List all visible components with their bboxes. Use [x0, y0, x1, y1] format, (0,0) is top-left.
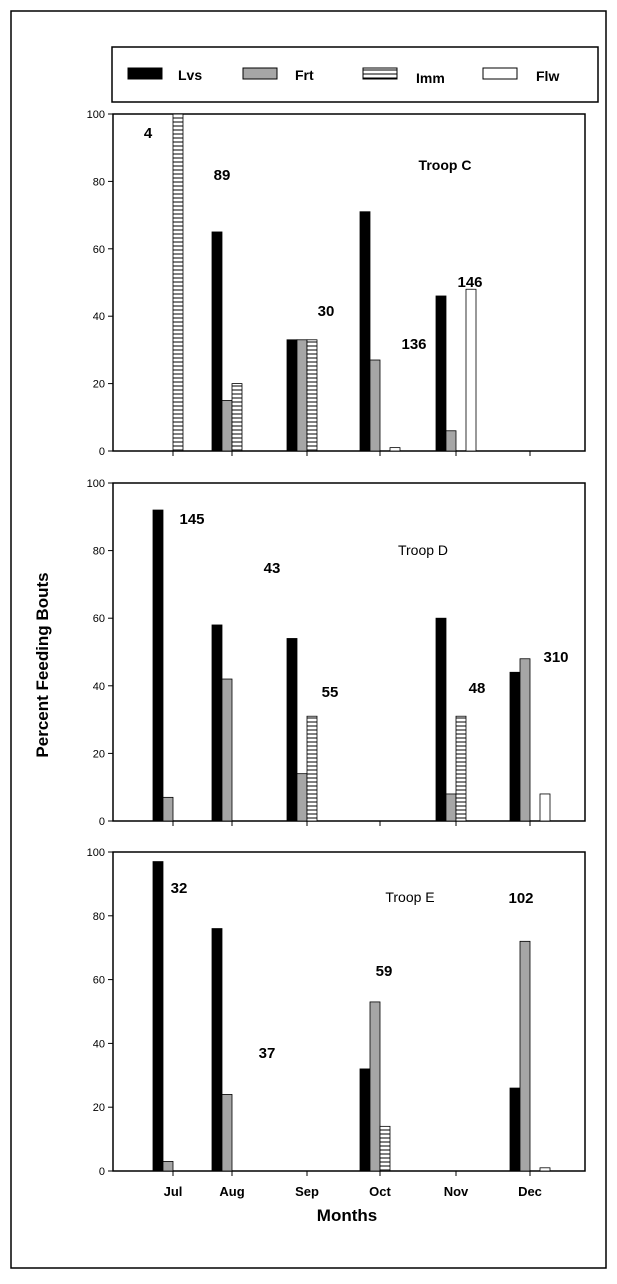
sample-size-label: 43	[264, 560, 281, 577]
outer-frame	[10, 10, 607, 1269]
bar-lvs-jul	[152, 509, 164, 822]
bar-lvs-oct	[359, 1068, 371, 1172]
bar-frt-oct	[369, 359, 381, 452]
bar-lvs-nov	[435, 295, 447, 452]
y-tick-label: 60	[93, 244, 105, 256]
bar-imm-oct	[379, 1125, 391, 1172]
sample-size-label: 146	[457, 274, 482, 291]
bar-frt-oct	[369, 1001, 381, 1172]
sample-size-label: 55	[322, 684, 339, 701]
bar-lvs-dec	[509, 671, 521, 822]
bar-frt-dec	[519, 940, 531, 1172]
panel-title: Troop E	[385, 889, 434, 905]
panel-title: Troop D	[398, 542, 448, 558]
bar-lvs-aug	[211, 928, 223, 1172]
bar-flw-nov	[465, 288, 477, 452]
legend: Lvs Frt Imm Flw	[111, 46, 599, 103]
x-axis-label: Months	[317, 1206, 377, 1225]
y-tick-label: 20	[93, 1102, 105, 1114]
y-tick-label: 60	[93, 613, 105, 625]
bar-frt-sep	[296, 339, 308, 452]
bar-frt-nov	[445, 793, 457, 822]
bar-lvs-dec	[509, 1087, 521, 1172]
y-axis-label: Percent Feeding Bouts	[33, 572, 52, 757]
bar-imm-sep	[306, 715, 318, 822]
plot-frame	[112, 851, 586, 1172]
x-tick-label-oct: Oct	[369, 1184, 391, 1199]
y-tick-label: 40	[93, 311, 105, 323]
panel-troop-c: 0 20 40 60 80 100 Troop C 4 89 30 136 146	[87, 109, 586, 458]
bar-flw-dec	[539, 793, 551, 822]
y-tick-label: 20	[93, 379, 105, 391]
legend-label-frt: Frt	[295, 67, 314, 83]
bar-flw-oct	[389, 447, 401, 452]
legend-label-flw: Flw	[536, 68, 559, 84]
bar-imm-nov	[455, 715, 467, 822]
bar-lvs-aug	[211, 624, 223, 822]
bar-frt-jul	[162, 1161, 174, 1172]
legend-swatch-lvs	[127, 67, 163, 80]
bar-lvs-nov	[435, 617, 447, 822]
legend-label-imm: Imm	[416, 70, 445, 86]
sample-size-label: 37	[259, 1045, 276, 1062]
bar-imm-aug	[231, 383, 243, 452]
y-tick-label: 100	[87, 109, 105, 121]
y-tick-label: 60	[93, 975, 105, 987]
x-tick-label-jul: Jul	[164, 1184, 183, 1199]
bar-lvs-oct	[359, 211, 371, 452]
x-tick-label-aug: Aug	[219, 1184, 244, 1199]
y-tick-label: 80	[93, 176, 105, 188]
sample-size-label: 30	[318, 303, 335, 320]
y-tick-label: 0	[99, 816, 105, 828]
sample-size-label: 32	[171, 880, 188, 897]
bar-lvs-jul	[152, 861, 164, 1172]
bar-frt-sep	[296, 773, 308, 822]
bar-imm-sep	[306, 339, 318, 452]
bar-lvs-aug	[211, 231, 223, 452]
x-tick-label-dec: Dec	[518, 1184, 542, 1199]
y-tick-label: 100	[87, 847, 105, 859]
month-tick-labels: Jul Aug Sep Oct Nov Dec	[164, 1184, 542, 1199]
sample-size-label: 102	[508, 890, 533, 907]
bar-frt-dec	[519, 658, 531, 822]
bar-frt-aug	[221, 1094, 233, 1172]
y-tick-label: 40	[93, 681, 105, 693]
y-tick-label: 80	[93, 546, 105, 558]
sample-size-label: 136	[401, 336, 426, 353]
y-tick-label: 0	[99, 446, 105, 458]
legend-swatch-flw	[482, 67, 518, 80]
panel-troop-d: 0 20 40 60 80 100 Troop D 145 43 55 48 310	[87, 478, 586, 828]
bar-lvs-sep	[286, 638, 298, 822]
bar-frt-aug	[221, 678, 233, 822]
sample-size-label: 310	[543, 649, 568, 666]
y-tick-label: 100	[87, 478, 105, 490]
bar-flw-dec	[539, 1167, 551, 1172]
legend-swatch-imm	[362, 67, 398, 80]
y-tick-label: 0	[99, 1166, 105, 1178]
panel-troop-e: 0 20 40 60 80 100 Troop E 32 37 59 102	[87, 847, 586, 1178]
y-tick-label: 80	[93, 911, 105, 923]
sample-size-label: 59	[376, 963, 393, 980]
legend-swatch-frt	[242, 67, 278, 80]
panel-title: Troop C	[419, 157, 472, 173]
bar-imm-jul	[172, 113, 184, 452]
sample-size-label: 4	[144, 125, 153, 142]
bar-lvs-sep	[286, 339, 298, 452]
y-tick-label: 20	[93, 748, 105, 760]
x-tick-label-nov: Nov	[444, 1184, 469, 1199]
bar-frt-aug	[221, 400, 233, 452]
sample-size-label: 145	[179, 511, 204, 528]
x-tick-label-sep: Sep	[295, 1184, 319, 1199]
plot-frame	[112, 113, 586, 452]
sample-size-label: 48	[469, 680, 486, 697]
y-tick-label: 40	[93, 1038, 105, 1050]
legend-label-lvs: Lvs	[178, 67, 202, 83]
plot-frame	[112, 482, 586, 822]
bar-frt-jul	[162, 796, 174, 822]
bar-frt-nov	[445, 430, 457, 452]
sample-size-label: 89	[214, 167, 231, 184]
